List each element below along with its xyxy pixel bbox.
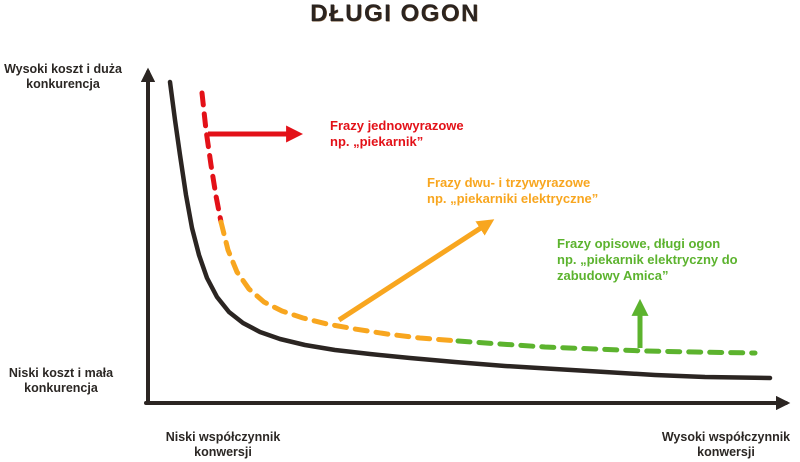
x-axis-label-left-line1: Niski współczynnik <box>165 430 281 444</box>
annotation-descriptive-line2: np. „piekarnik elektryczny do <box>557 252 738 267</box>
curve-frazy-dwu-i-trzywyrazowe <box>218 219 461 344</box>
annotation-descriptive-long-tail-phrases: Frazy opisowe, długi ogon np. „piekarnik… <box>557 236 738 284</box>
annotation-single-word-line2: np. „piekarnik” <box>330 134 424 149</box>
x-axis-label-left: Niski współczynnik konwersji <box>150 430 296 460</box>
annotation-single-word-line1: Frazy jednowyrazowe <box>330 118 464 133</box>
chart-title: DŁUGI OGON <box>310 0 480 27</box>
annotation-two-three-word-line2: np. „piekarniki elektryczne” <box>427 191 599 206</box>
y-axis-label-bottom-line1: Niski koszt i mała <box>8 366 114 380</box>
x-axis-label-left-line2: konwersji <box>194 445 252 459</box>
x-axis-label-right: Wysoki współczynnik konwersji <box>653 430 799 460</box>
annotation-two-three-word-line1: Frazy dwu- i trzywyrazowe <box>427 175 591 190</box>
x-axis-label-right-line1: Wysoki współczynnik <box>661 430 791 444</box>
y-axis-label-top-line1: Wysoki koszt i duża <box>4 62 122 76</box>
curve-frazy-opisowe-dlugi-ogon <box>455 338 758 356</box>
curve-demand-curve <box>167 79 773 381</box>
y-axis-label-top: Wysoki koszt i duża konkurencja <box>2 62 124 92</box>
curve-frazy-jednowyrazowe <box>199 90 224 225</box>
y-axis-label-bottom: Niski koszt i mała konkurencja <box>2 366 120 396</box>
annotation-single-word-phrases: Frazy jednowyrazowe np. „piekarnik” <box>330 118 464 150</box>
annotation-descriptive-line3: zabudowy Amica” <box>557 268 669 283</box>
y-axis-label-top-line2: konkurencja <box>26 77 100 91</box>
orange-arrow <box>337 219 495 323</box>
y-axis-label-bottom-line2: konkurencja <box>24 381 98 395</box>
annotation-two-three-word-phrases: Frazy dwu- i trzywyrazowe np. „piekarnik… <box>427 175 598 207</box>
x-axis-label-right-line2: konwersji <box>697 445 755 459</box>
annotation-descriptive-line1: Frazy opisowe, długi ogon <box>557 236 721 251</box>
